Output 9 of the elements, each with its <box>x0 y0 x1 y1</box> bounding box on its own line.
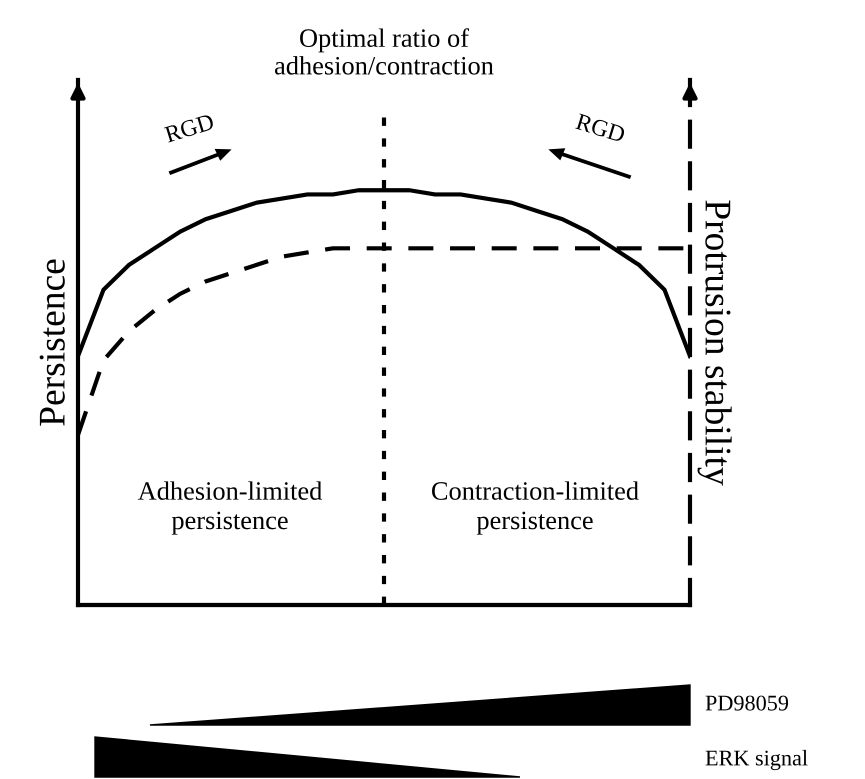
text: Optimal ratio of adhesion/contraction <box>275 28 494 75</box>
text: RGD <box>575 113 626 143</box>
annotation: Contraction-limited persistence <box>432 481 639 535</box>
annotation: Adhesion-limited persistence <box>138 481 322 535</box>
y2-axis-title: Protrusion stability <box>698 200 732 486</box>
text: PD98059 <box>706 696 788 711</box>
y-axis-title: Persistence <box>40 259 65 426</box>
text: ERK signal <box>706 750 808 770</box>
text: RGD <box>164 113 215 143</box>
